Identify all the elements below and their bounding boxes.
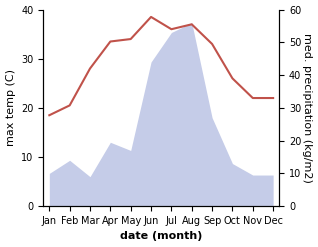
Y-axis label: max temp (C): max temp (C): [5, 69, 16, 146]
Y-axis label: med. precipitation (kg/m2): med. precipitation (kg/m2): [302, 33, 313, 183]
X-axis label: date (month): date (month): [120, 231, 203, 242]
